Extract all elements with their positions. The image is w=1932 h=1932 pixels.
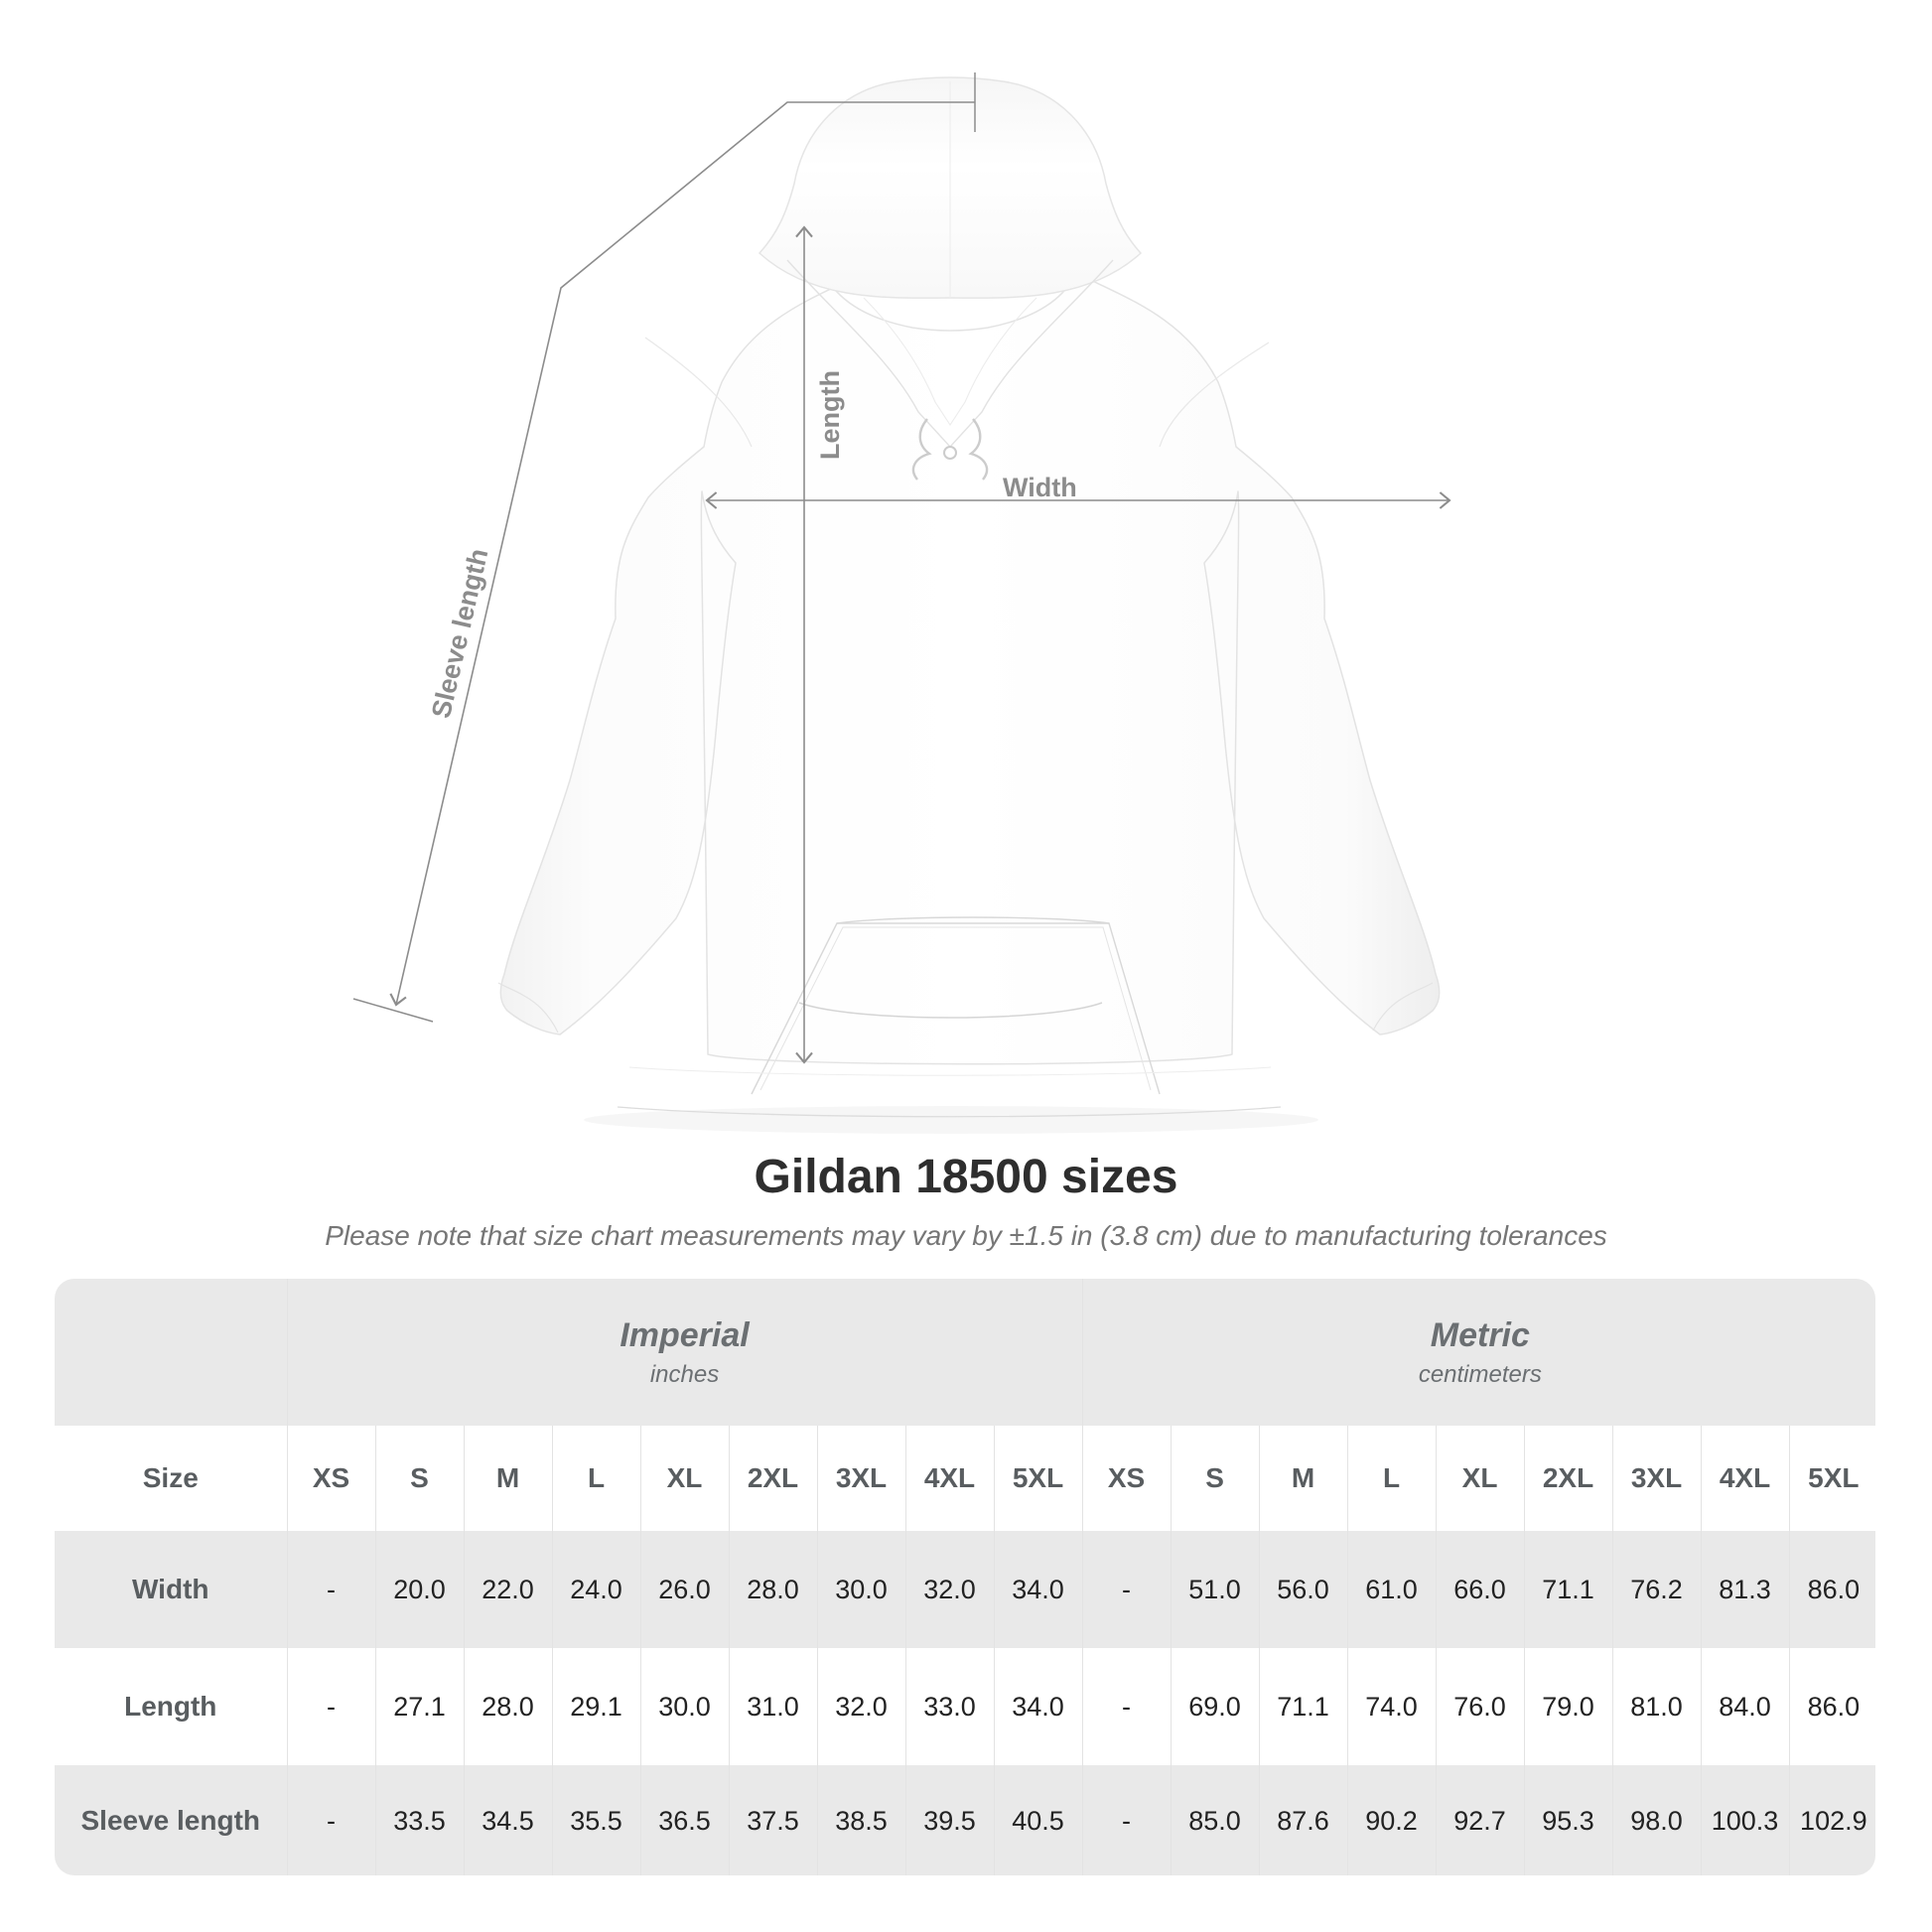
svg-text:Width: Width	[1003, 473, 1077, 502]
svg-text:Sleeve length: Sleeve length	[426, 546, 493, 721]
svg-text:Length: Length	[815, 370, 845, 460]
